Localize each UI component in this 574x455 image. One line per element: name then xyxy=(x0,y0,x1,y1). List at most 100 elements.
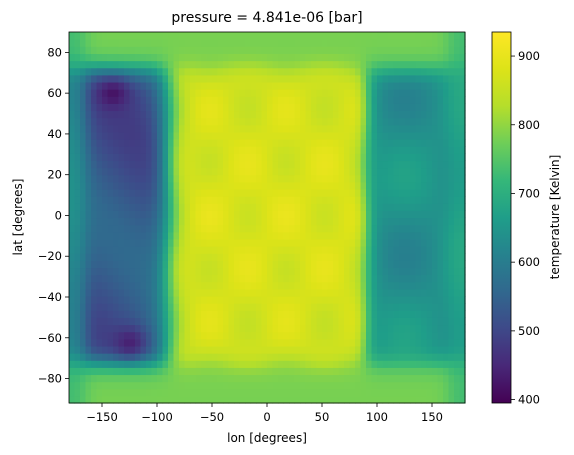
heatmap-cell xyxy=(261,395,268,404)
heatmap-cell xyxy=(399,374,406,383)
heatmap-cell xyxy=(223,353,230,361)
heatmap-cell xyxy=(382,167,389,176)
heatmap-cell xyxy=(426,381,433,390)
heatmap-cell xyxy=(393,317,400,326)
heatmap-cell xyxy=(267,367,274,376)
heatmap-cell xyxy=(135,295,142,304)
heatmap-cell xyxy=(206,124,213,133)
heatmap-cell xyxy=(393,295,400,304)
heatmap-cell xyxy=(140,167,147,176)
heatmap-cell xyxy=(91,110,98,119)
heatmap-cell xyxy=(349,303,356,311)
heatmap-cell xyxy=(426,117,433,126)
heatmap-cell xyxy=(113,32,120,40)
heatmap-cell xyxy=(443,388,450,397)
heatmap-cell xyxy=(239,288,246,297)
heatmap-cell xyxy=(410,395,417,404)
heatmap-cell xyxy=(410,46,417,54)
heatmap-cell xyxy=(102,231,109,240)
heatmap-cell xyxy=(256,74,263,83)
heatmap-cell xyxy=(245,288,252,297)
heatmap-cell xyxy=(201,367,208,376)
heatmap-cell xyxy=(443,246,450,254)
heatmap-cell xyxy=(366,167,373,176)
heatmap-cell xyxy=(421,210,428,219)
heatmap-cell xyxy=(162,324,169,333)
heatmap-cell xyxy=(234,60,241,69)
heatmap-cell xyxy=(206,231,213,240)
heatmap-cell xyxy=(305,210,312,219)
heatmap-cell xyxy=(162,203,169,211)
heatmap-cell xyxy=(250,196,257,204)
heatmap-cell xyxy=(217,246,224,254)
heatmap-cell xyxy=(294,81,301,90)
heatmap-cell xyxy=(129,39,136,47)
heatmap-cell xyxy=(388,89,395,97)
heatmap-cell xyxy=(69,360,76,368)
heatmap-cell xyxy=(278,267,285,276)
heatmap-cell xyxy=(217,238,224,247)
heatmap-cell xyxy=(327,288,334,297)
heatmap-cell xyxy=(443,231,450,240)
heatmap-cell xyxy=(107,174,114,183)
heatmap-cell xyxy=(371,124,378,133)
heatmap-cell xyxy=(289,238,296,247)
heatmap-cell xyxy=(256,60,263,69)
heatmap-cell xyxy=(333,303,340,311)
heatmap-cell xyxy=(432,238,439,247)
heatmap-cell xyxy=(311,246,318,254)
heatmap-cell xyxy=(69,246,76,254)
heatmap-cell xyxy=(69,67,76,76)
heatmap-cell xyxy=(190,381,197,390)
heatmap-cell xyxy=(448,260,455,269)
heatmap-cell xyxy=(157,317,164,326)
heatmap-cell xyxy=(443,153,450,162)
heatmap-cell xyxy=(388,310,395,318)
heatmap-cell xyxy=(415,388,422,397)
heatmap-cell xyxy=(388,160,395,169)
heatmap-cell xyxy=(91,81,98,90)
heatmap-cell xyxy=(443,224,450,233)
heatmap-cell xyxy=(223,360,230,368)
heatmap-cell xyxy=(399,174,406,183)
heatmap-cell xyxy=(300,74,307,83)
heatmap-cell xyxy=(283,360,290,368)
heatmap-cell xyxy=(239,246,246,254)
heatmap-cell xyxy=(201,238,208,247)
heatmap-cell xyxy=(426,310,433,318)
heatmap-cell xyxy=(338,353,345,361)
heatmap-cell xyxy=(454,203,461,211)
heatmap-cell xyxy=(272,131,279,140)
heatmap-cell xyxy=(437,303,444,311)
heatmap-cell xyxy=(118,367,125,376)
heatmap-cell xyxy=(311,210,318,219)
heatmap-cell xyxy=(184,181,191,190)
heatmap-cell xyxy=(239,32,246,40)
heatmap-cell xyxy=(316,253,323,261)
heatmap-cell xyxy=(151,131,158,140)
heatmap-cell xyxy=(250,39,257,47)
heatmap-cell xyxy=(327,224,334,233)
heatmap-cell xyxy=(388,317,395,326)
heatmap-cell xyxy=(168,210,175,219)
heatmap-cell xyxy=(404,338,411,347)
heatmap-cell xyxy=(91,160,98,169)
x-tick-label: 50 xyxy=(315,410,330,424)
heatmap-cell xyxy=(448,117,455,126)
heatmap-cell xyxy=(96,203,103,211)
heatmap-cell xyxy=(234,167,241,176)
heatmap-cell xyxy=(327,274,334,283)
heatmap-cell xyxy=(135,246,142,254)
heatmap-cell xyxy=(107,181,114,190)
heatmap-cell xyxy=(173,295,180,304)
heatmap-cell xyxy=(278,217,285,226)
heatmap-cell xyxy=(382,110,389,119)
heatmap-cell xyxy=(360,167,367,176)
heatmap-cell xyxy=(399,224,406,233)
heatmap-cell xyxy=(316,81,323,90)
heatmap-cell xyxy=(421,117,428,126)
heatmap-cell xyxy=(421,395,428,404)
heatmap-cell xyxy=(399,96,406,104)
heatmap-cell xyxy=(146,124,153,133)
heatmap-cell xyxy=(448,39,455,47)
